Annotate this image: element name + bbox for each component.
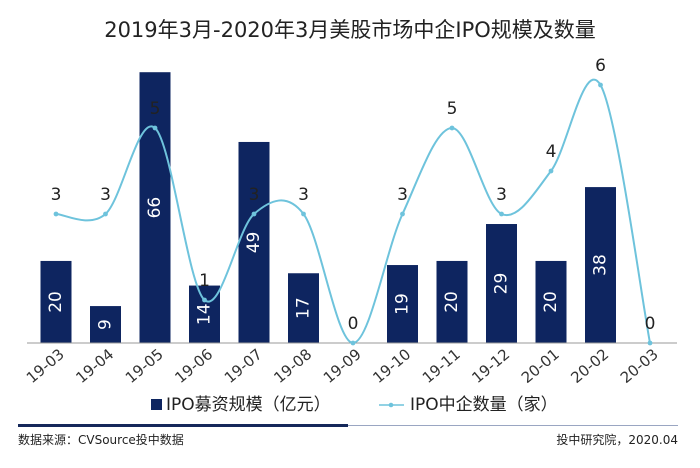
x-tick-label: 19-08	[270, 345, 315, 387]
x-tick-label: 19-10	[369, 345, 414, 387]
count-series-line	[55, 78, 651, 345]
count-value-label: 5	[447, 99, 458, 119]
count-value-label: 1	[199, 271, 210, 291]
count-point-20-01	[548, 168, 554, 174]
count-value-label: 3	[397, 185, 408, 205]
count-value-label: 0	[348, 314, 359, 334]
bar-value-label: 0	[640, 324, 660, 335]
bar-19-11	[436, 260, 468, 343]
legend-bar-swatch	[151, 399, 162, 410]
x-tick-label: 19-12	[468, 345, 513, 387]
bar-19-08	[288, 273, 319, 343]
count-point-19-03	[53, 211, 59, 217]
count-point-19-05	[152, 125, 158, 131]
x-tick-label: 19-11	[419, 345, 464, 387]
bar-value-label: 20	[46, 291, 66, 313]
count-value-label: 4	[546, 142, 557, 162]
bar-value-label: 14	[195, 303, 215, 325]
legend-bar-label: IPO募资规模（亿元）	[166, 395, 331, 415]
count-point-19-04	[103, 211, 108, 217]
x-tick-label: 19-06	[171, 345, 216, 387]
bar-19-03	[40, 260, 72, 343]
bar-value-label: 17	[294, 297, 314, 319]
count-value-label: 3	[51, 185, 62, 205]
bar-value-label: 66	[145, 197, 165, 219]
count-value-label: 5	[150, 99, 161, 119]
legend-line-label: IPO中企数量（家）	[410, 395, 558, 415]
count-point-19-10	[400, 211, 405, 217]
legend: IPO募资规模（亿元） IPO中企数量（家）	[151, 395, 558, 415]
count-value-label: 0	[645, 314, 656, 334]
x-tick-label: 20-03	[617, 345, 662, 387]
bar-value-label: 29	[492, 273, 512, 295]
bar-19-04	[90, 306, 121, 343]
bar-20-01	[535, 260, 567, 343]
count-value-label: 3	[100, 185, 111, 205]
bar-value-label: 19	[393, 293, 413, 315]
count-value-label: 3	[298, 185, 309, 205]
footer-divider-dark	[18, 424, 348, 427]
bar-value-label: 20	[541, 291, 561, 313]
x-tick-label: 20-01	[518, 345, 563, 387]
x-tick-label: 19-04	[72, 345, 117, 387]
bar-20-02	[585, 187, 616, 343]
count-point-19-07	[251, 211, 257, 217]
x-ticks-group: 19-03 19-04 19-05 19-06 19-07 19-08 19-09 19-10…	[23, 345, 662, 387]
footer-source: 数据来源：CVSource投中数据	[18, 433, 184, 447]
bar-19-12	[486, 224, 517, 343]
count-value-label: 3	[496, 185, 507, 205]
bar-19-07	[238, 141, 270, 343]
count-value-label: 6	[595, 56, 606, 76]
count-point-19-06	[202, 297, 207, 303]
bar-19-10	[387, 265, 418, 343]
count-point-19-11	[449, 125, 455, 131]
count-point-19-08	[301, 211, 306, 217]
x-tick-label: 19-07	[221, 345, 266, 387]
x-tick-label: 19-09	[320, 345, 365, 387]
x-tick-label: 20-02	[567, 345, 612, 387]
bar-value-label: 49	[244, 232, 264, 254]
bar-value-label: 0	[343, 324, 363, 335]
bar-value-label: 38	[591, 254, 611, 276]
count-point-20-02	[598, 82, 603, 88]
bar-19-05	[139, 72, 171, 344]
count-value-label: 3	[249, 185, 260, 205]
bar-value-label: 9	[96, 319, 116, 330]
bar-19-06	[189, 285, 220, 343]
chart-title: 2019年3月-2020年3月美股市场中企IPO规模及数量	[104, 18, 596, 42]
x-tick-label: 19-05	[122, 345, 167, 387]
legend-line-marker	[388, 402, 394, 408]
count-point-19-12	[499, 211, 504, 217]
bar-value-label: 20	[442, 291, 462, 313]
count-point-20-03	[647, 340, 653, 346]
count-point-19-09	[350, 340, 356, 346]
x-tick-label: 19-03	[23, 345, 68, 387]
footer-divider-light	[348, 425, 678, 426]
footer-credit: 投中研究院，2020.04	[556, 433, 678, 447]
count-points-group: 3 3 5 1 3 3 0 3 5 3 4 6 0	[51, 56, 656, 346]
